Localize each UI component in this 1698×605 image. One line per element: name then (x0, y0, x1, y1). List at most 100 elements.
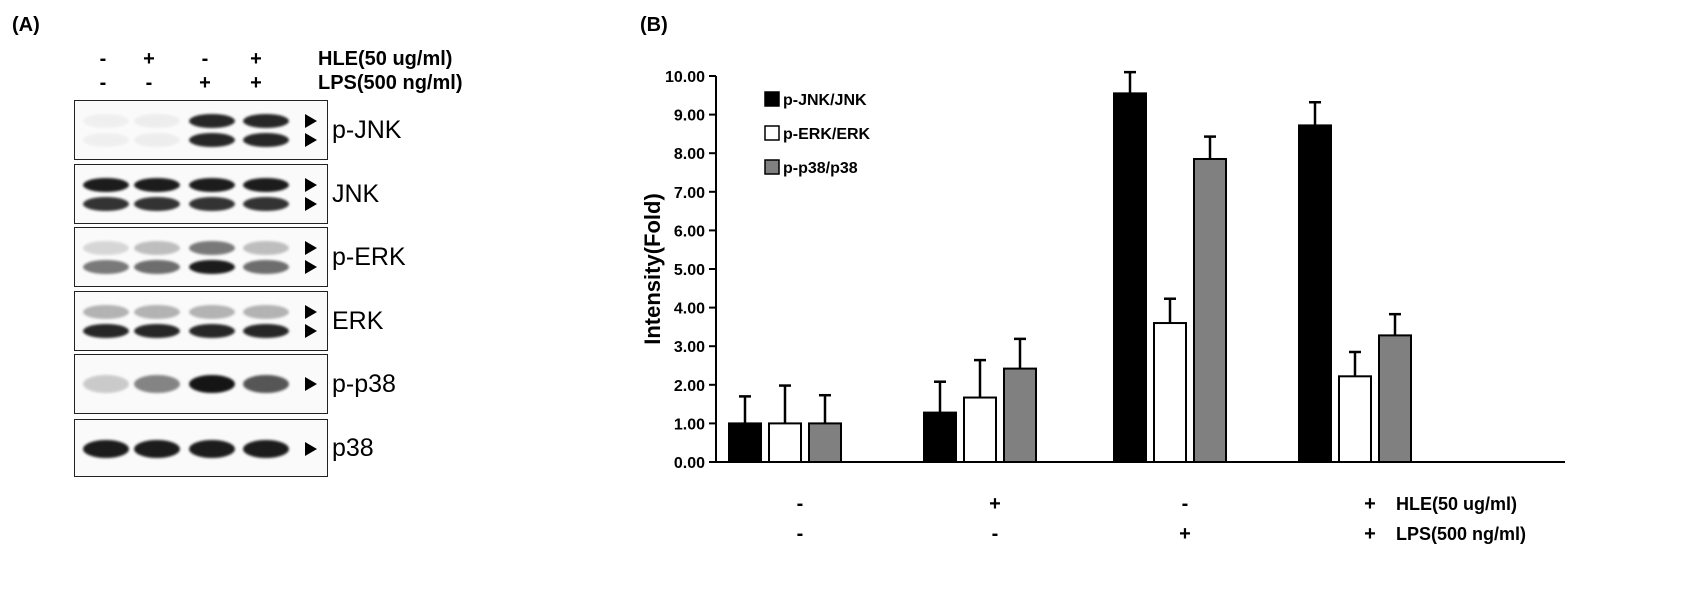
bar (1378, 334, 1412, 463)
treatment-sign: + (1364, 493, 1376, 515)
treatment-sign: - (1182, 493, 1189, 515)
blot-p-jnk (74, 100, 328, 160)
legend-swatch (764, 91, 780, 107)
band-arrow-icon (305, 377, 317, 392)
bar (728, 422, 762, 463)
bar (1003, 367, 1037, 464)
band-arrow-icon (305, 196, 317, 211)
blot-band (243, 439, 289, 458)
blot-band (189, 259, 235, 274)
blot-label: p38 (332, 434, 374, 462)
bar (923, 411, 957, 464)
bar (1153, 322, 1187, 464)
blot-jnk (74, 164, 328, 224)
legend-swatch (764, 159, 780, 175)
treatment-label: HLE(50 ug/ml) (318, 48, 453, 70)
blot-band (189, 439, 235, 458)
blot-label: p-JNK (332, 116, 402, 144)
bar (1298, 124, 1332, 464)
treatment-sign: + (989, 493, 1001, 515)
bar (1113, 92, 1147, 464)
blot-band (83, 196, 129, 211)
legend-label: p-ERK/ERK (783, 126, 871, 143)
treatment-sign: + (250, 48, 262, 70)
y-tick-label: 5.00 (674, 262, 705, 279)
y-tick-label: 3.00 (674, 339, 705, 356)
blot-band (243, 240, 289, 255)
y-tick-label: 1.00 (674, 416, 705, 433)
blot-band (134, 304, 180, 319)
treatment-label: HLE(50 ug/ml) (1396, 494, 1517, 514)
treatment-label: LPS(500 ng/ml) (1396, 524, 1526, 544)
blot-band (243, 113, 289, 128)
legend-label: p-p38/p38 (783, 160, 858, 177)
band-arrow-icon (305, 441, 317, 456)
treatment-row-lps: - - + + LPS(500 ng/ml) (0, 72, 560, 94)
blot-label: p-ERK (332, 243, 406, 271)
treatment-sign: - (992, 523, 999, 545)
bar (1193, 157, 1227, 464)
blot-band (134, 240, 180, 255)
band-arrow-icon (305, 304, 317, 319)
y-tick-label: 9.00 (674, 108, 705, 125)
y-tick-label: 2.00 (674, 378, 705, 395)
blot-label: JNK (332, 180, 380, 208)
band-arrow-icon (305, 113, 317, 128)
blot-label: ERK (332, 307, 384, 335)
bar (963, 396, 997, 463)
panel-a-label: (A) (12, 14, 40, 36)
blot-band (83, 259, 129, 274)
treatment-sign: - (145, 72, 153, 94)
bar-chart: 0.00 1.00 2.00 3.00 4.00 5.00 6.00 7.00 8.00 9.00… (640, 69, 1565, 545)
y-tick-label: 8.00 (674, 146, 705, 163)
treatment-sign: + (1179, 523, 1191, 545)
blot-band (134, 113, 180, 128)
blot-band (83, 240, 129, 255)
blot-band (189, 177, 235, 192)
blot-band (134, 259, 180, 274)
bar (768, 422, 802, 463)
blot-band (243, 259, 289, 274)
treatment-sign: - (201, 48, 209, 70)
treatment-sign: + (143, 48, 155, 70)
blot-band (243, 323, 289, 338)
y-tick-label: 7.00 (674, 185, 705, 202)
bar (808, 422, 842, 463)
treatment-row-hle: - + - + HLE(50 ug/ml) (0, 48, 560, 70)
band-arrow-icon (305, 323, 317, 338)
band-arrow-icon (305, 132, 317, 147)
blot-band (243, 196, 289, 211)
blot-band (189, 240, 235, 255)
blot-band (243, 375, 289, 394)
blot-band (83, 132, 129, 147)
blot-band (134, 196, 180, 211)
blot-band (83, 439, 129, 458)
panel-b-label: (B) (640, 14, 668, 36)
blot-label: p-p38 (332, 370, 396, 398)
band-arrow-icon (305, 177, 317, 192)
band-arrow-icon (305, 240, 317, 255)
blot-band (189, 196, 235, 211)
blot-band (134, 439, 180, 458)
blot-band (189, 113, 235, 128)
blot-p-p38 (74, 354, 328, 414)
blot-band (189, 323, 235, 338)
treatment-sign: - (797, 493, 804, 515)
blot-band (243, 304, 289, 319)
blot-band (83, 177, 129, 192)
blot-band (134, 177, 180, 192)
blot-band (243, 177, 289, 192)
treatment-sign: + (1364, 523, 1376, 545)
blot-band (189, 304, 235, 319)
band-arrow-icon (305, 259, 317, 274)
treatment-sign: - (797, 523, 804, 545)
treatment-sign: + (250, 72, 262, 94)
treatment-sign: - (99, 72, 107, 94)
blot-band (83, 113, 129, 128)
blot-band (189, 132, 235, 147)
treatment-sign: - (99, 48, 107, 70)
blot-band (134, 375, 180, 394)
blot-band (189, 375, 235, 394)
legend-label: p-JNK/JNK (783, 92, 867, 109)
blot-band (83, 375, 129, 394)
